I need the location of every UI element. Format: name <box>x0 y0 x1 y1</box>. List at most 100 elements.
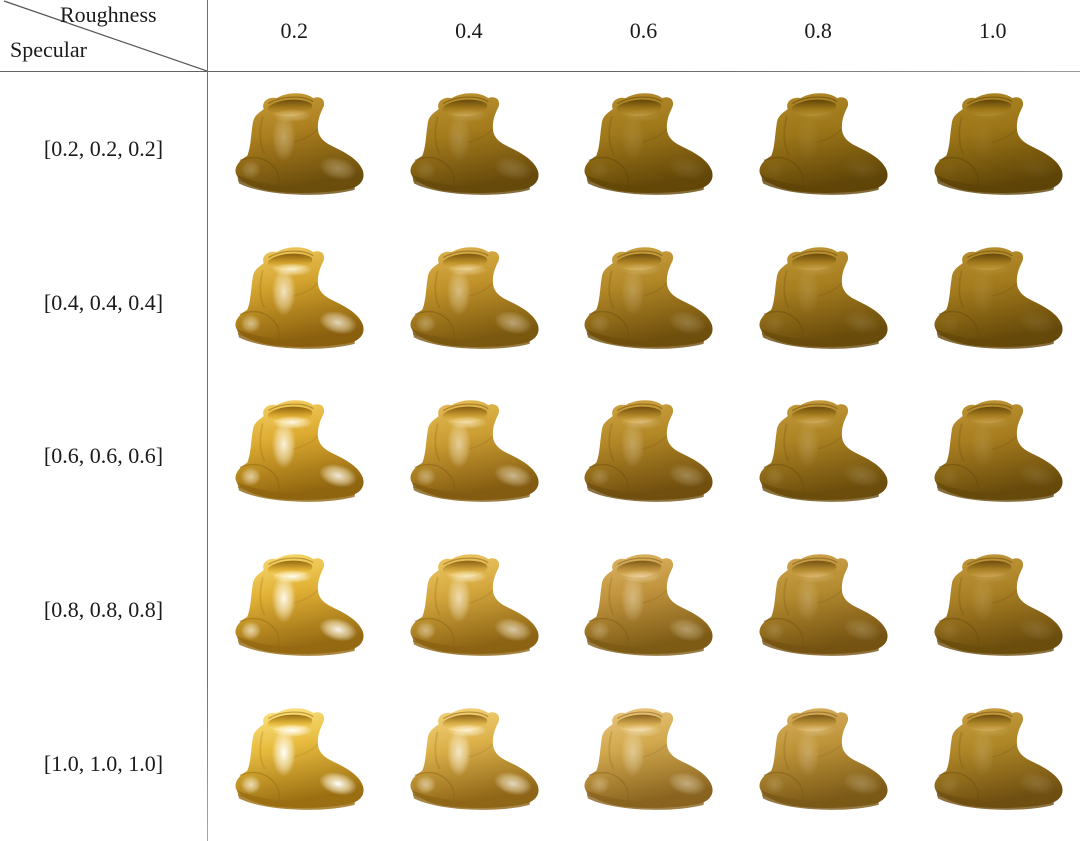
boot-sole-line <box>238 486 355 499</box>
boot-shaft-crease <box>958 577 965 616</box>
boot-render <box>934 246 1063 349</box>
boot-sole-line <box>587 179 705 191</box>
row-label-1: [0.2, 0.2, 0.2] <box>43 135 164 161</box>
cell-r5c5 <box>905 687 1080 841</box>
boot-shaft-highlight <box>621 113 646 162</box>
cell-r4c3 <box>556 533 731 687</box>
boot-rim-highlight <box>272 724 313 738</box>
boot-render <box>235 246 364 349</box>
boot-rim-line <box>268 250 314 258</box>
boot-sole-line <box>587 332 705 345</box>
boot-rim-line <box>442 557 489 566</box>
boot-rim-line <box>792 250 838 258</box>
cell-r4c1 <box>207 533 382 687</box>
boot-render <box>759 708 888 810</box>
boot-heel-highlight <box>241 314 262 333</box>
boot-rim-line <box>442 250 489 258</box>
column-axis-label: Roughness <box>60 2 157 27</box>
boot-sole-line <box>587 794 705 806</box>
cell-r1c2 <box>382 72 557 226</box>
row-label-5: [1.0, 1.0, 1.0] <box>43 751 164 777</box>
boot-heel-highlight <box>590 621 611 641</box>
boot-shaft-crease <box>608 577 615 616</box>
boot-heel-highlight <box>590 160 611 179</box>
boot-heel-highlight <box>590 775 611 794</box>
boot-shaft-highlight <box>446 267 471 316</box>
boot-heel-highlight <box>764 621 786 641</box>
col-header-5: 1.0 <box>978 17 1007 43</box>
boot-toe-highlight <box>668 618 707 642</box>
boot-sole-line <box>761 794 879 806</box>
boot-heel-highlight <box>764 314 786 333</box>
boot-heel-seam <box>763 310 804 343</box>
boot-shaft-highlight <box>272 574 297 623</box>
diagonal-divider <box>3 0 207 71</box>
boot-toe-highlight <box>494 772 532 796</box>
boot-shaft-crease <box>434 731 441 770</box>
boot-rim-line <box>268 557 314 566</box>
row-label-4: [0.8, 0.8, 0.8] <box>43 597 164 623</box>
boot-toe-highlight <box>494 618 532 642</box>
boot-toe-highlight <box>1017 772 1056 796</box>
boot-heel-highlight <box>241 467 262 487</box>
col-header-1: 0.2 <box>280 17 309 43</box>
boot-sole-line <box>761 486 879 499</box>
boot-shaft-highlight <box>796 113 820 162</box>
boot-rim-line <box>966 403 1013 412</box>
boot-shaft-crease <box>608 423 615 462</box>
boot-sole-line <box>587 640 705 652</box>
boot-toe-highlight <box>319 772 358 796</box>
boot-rim-highlight <box>970 416 1012 430</box>
boot-rim-highlight <box>621 108 662 122</box>
boot-toe-highlight <box>494 156 532 181</box>
header-divider-line <box>0 71 1080 72</box>
boot-shaft-highlight <box>970 267 995 316</box>
boot-heel-seam <box>414 618 455 651</box>
boot-heel-seam <box>938 156 979 189</box>
boot-render <box>934 400 1063 503</box>
boot-render <box>410 246 539 349</box>
boot-rim-line <box>442 403 489 412</box>
boot-shaft-crease <box>608 269 615 309</box>
boot-shaft-highlight <box>796 267 820 316</box>
boot-toe-highlight <box>668 310 707 335</box>
boot-sole-line <box>238 640 355 652</box>
boot-sole-line <box>761 640 879 652</box>
col-header-4: 0.8 <box>804 17 832 43</box>
boot-rim-line <box>966 250 1013 258</box>
boot-heel-highlight <box>241 775 262 794</box>
boot-rim-highlight <box>272 416 313 430</box>
boot-shaft-crease <box>783 423 790 462</box>
boot-heel-highlight <box>764 467 786 487</box>
boot-toe-highlight <box>1017 464 1056 488</box>
boot-shaft-highlight <box>272 421 297 469</box>
boot-heel-highlight <box>939 775 960 794</box>
boot-heel-seam <box>239 156 281 189</box>
boot-shaft-crease <box>259 269 266 309</box>
boot-toe-highlight <box>1017 156 1056 181</box>
boot-rim-line <box>617 403 664 412</box>
boot-rim-highlight <box>446 108 488 122</box>
boot-shaft-crease <box>434 577 441 616</box>
boot-toe-highlight <box>843 772 882 796</box>
boot-toe-highlight <box>1017 310 1056 335</box>
cell-r3c5 <box>905 380 1080 534</box>
boot-render <box>584 708 714 810</box>
boot-heel-highlight <box>415 160 436 179</box>
boot-heel-highlight <box>415 775 436 794</box>
boot-rim-line <box>617 557 664 566</box>
boot-shaft-highlight <box>970 574 995 623</box>
boot-rim-line <box>268 96 314 105</box>
boot-heel-highlight <box>415 621 436 641</box>
boot-render <box>934 708 1063 810</box>
cell-r1c3 <box>556 72 731 226</box>
boot-render <box>759 93 888 195</box>
cell-r5c2 <box>382 687 557 841</box>
boot-toe-highlight <box>494 464 532 488</box>
boot-rim-line <box>966 96 1013 105</box>
boot-rim-highlight <box>446 724 488 738</box>
boot-shaft-highlight <box>446 113 471 162</box>
boot-rim-highlight <box>621 724 662 738</box>
boot-toe-highlight <box>668 156 707 181</box>
